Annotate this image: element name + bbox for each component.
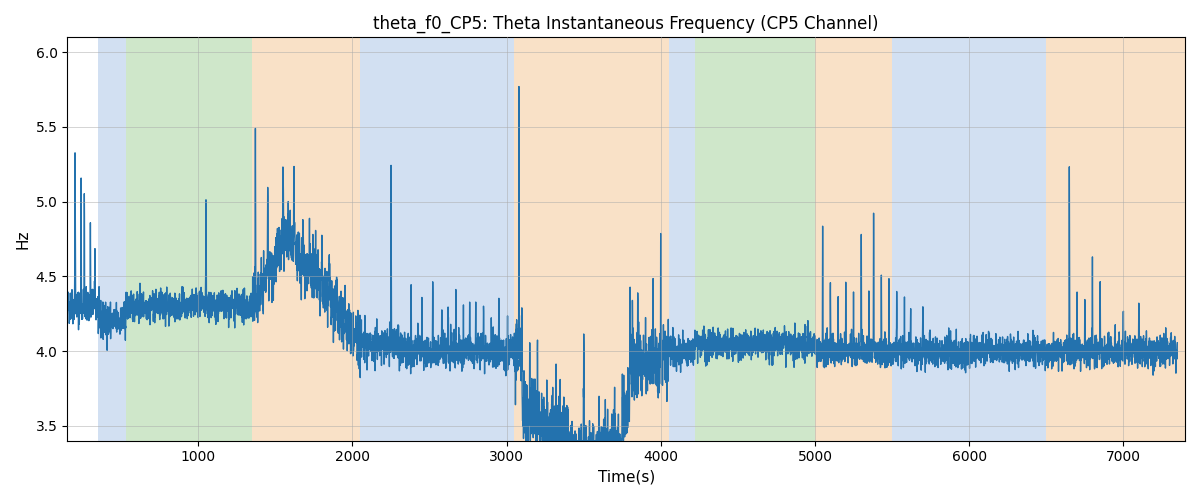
- X-axis label: Time(s): Time(s): [598, 470, 655, 485]
- Bar: [515, 38, 668, 440]
- Bar: [668, 38, 695, 440]
- Bar: [815, 38, 892, 440]
- Bar: [98, 38, 126, 440]
- Bar: [360, 38, 515, 440]
- Bar: [695, 38, 815, 440]
- Bar: [126, 38, 252, 440]
- Y-axis label: Hz: Hz: [16, 230, 30, 249]
- Bar: [1046, 38, 1186, 440]
- Bar: [252, 38, 360, 440]
- Title: theta_f0_CP5: Theta Instantaneous Frequency (CP5 Channel): theta_f0_CP5: Theta Instantaneous Freque…: [373, 15, 878, 34]
- Bar: [892, 38, 1046, 440]
